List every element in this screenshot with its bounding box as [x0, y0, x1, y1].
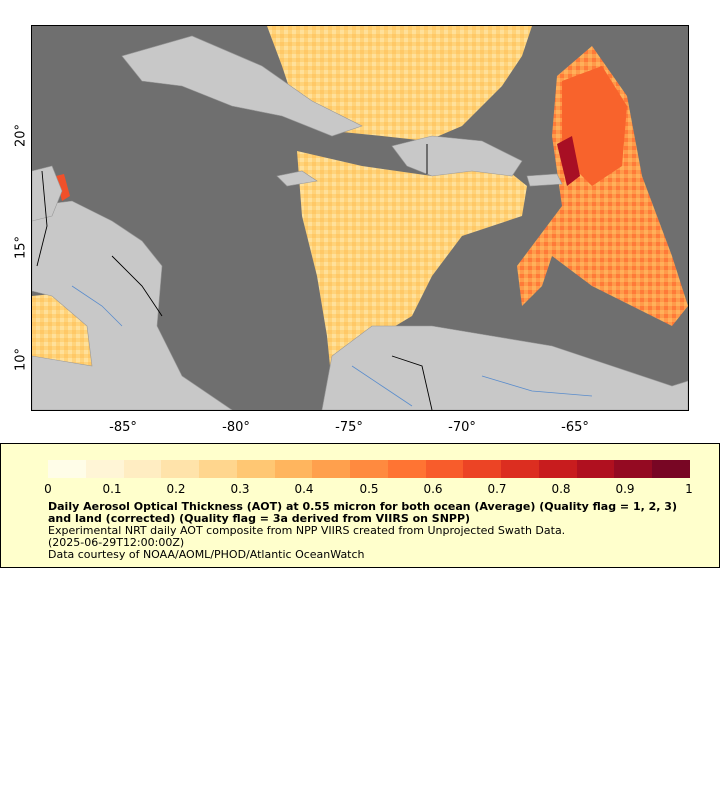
- border-layer: [36, 144, 433, 410]
- colorbar-swatch: [48, 460, 86, 478]
- colorbar-swatch: [425, 460, 464, 478]
- x-tick-label: -85°: [109, 420, 137, 435]
- colorbar-swatch: [236, 460, 275, 478]
- river-2: [481, 375, 593, 397]
- border-line-2: [111, 255, 163, 317]
- colorbar-swatch: [274, 460, 313, 478]
- colorbar-swatch: [161, 460, 200, 478]
- colorbar-swatch: [123, 460, 162, 478]
- river-1: [351, 365, 413, 407]
- land-hispaniola: [391, 135, 523, 177]
- river-layer: [71, 285, 593, 407]
- aot-patch-central: [297, 151, 527, 386]
- colorbar-label: 0.4: [294, 482, 314, 496]
- legend-date: (2025-06-29T12:00:00Z): [48, 536, 185, 549]
- colorbar-swatch: [614, 460, 653, 478]
- colorbar-swatch: [199, 460, 237, 478]
- land-south-america: [321, 325, 688, 410]
- aot-patch-east-core: [562, 66, 627, 186]
- colorbar-label: 0.7: [487, 482, 507, 496]
- aot-patch-darkred: [557, 136, 580, 186]
- x-tick-label: -65°: [561, 420, 589, 435]
- colorbar-label: 0.1: [102, 482, 122, 496]
- y-tick-label: 20°: [13, 123, 29, 148]
- x-tick-label: -75°: [335, 420, 363, 435]
- colorbar-swatch: [387, 460, 426, 478]
- aot-patch-east: [517, 46, 688, 326]
- y-tick-label: 10°: [13, 347, 29, 372]
- colorbar-label: 0: [44, 482, 52, 496]
- colorbar-label: 0.3: [230, 482, 250, 496]
- colorbar-label: 0.9: [615, 482, 635, 496]
- land-layer: [32, 35, 688, 410]
- map-panel: [31, 25, 689, 411]
- colorbar-swatch: [463, 460, 502, 478]
- land-yucatan-north: [32, 165, 63, 222]
- colorbar-swatch: [312, 460, 351, 478]
- land-puerto-rico: [526, 173, 563, 187]
- legend-description: Experimental NRT daily AOT composite fro…: [48, 524, 566, 537]
- land-yucatan-central-america: [32, 200, 233, 410]
- aot-patch-westredspot: [56, 174, 70, 201]
- colorbar-swatch: [576, 460, 615, 478]
- y-tick-label: 15°: [13, 235, 29, 260]
- x-tick-label: -80°: [222, 420, 250, 435]
- river-3: [71, 285, 123, 327]
- x-tick-label: -70°: [448, 420, 476, 435]
- legend-credit: Data courtesy of NOAA/AOML/PHOD/Atlantic…: [48, 548, 365, 561]
- colorbar-swatch: [538, 460, 577, 478]
- colorbar-label: 0.2: [166, 482, 186, 496]
- land-jamaica: [276, 170, 318, 187]
- aot-map: [32, 26, 688, 410]
- land-cuba: [121, 35, 363, 137]
- colorbar-label: 1: [685, 482, 693, 496]
- colorbar-label: 0.6: [423, 482, 443, 496]
- legend-panel: 0 0.1 0.2 0.3 0.4 0.5 0.6 0.7 0.8 0.9 1 …: [0, 443, 720, 568]
- border-line-1: [36, 170, 48, 267]
- legend-text: Daily Aerosol Optical Thickness (AOT) at…: [48, 501, 688, 561]
- colorbar-swatch: [350, 460, 388, 478]
- legend-title: Daily Aerosol Optical Thickness (AOT) at…: [48, 500, 677, 525]
- colorbar-label: 0.8: [551, 482, 571, 496]
- colorbar-label: 0.5: [359, 482, 379, 496]
- border-line-3: [391, 355, 433, 410]
- colorbar-swatch: [652, 460, 691, 478]
- colorbar: [48, 460, 691, 478]
- colorbar-swatch: [501, 460, 539, 478]
- colorbar-swatch: [85, 460, 124, 478]
